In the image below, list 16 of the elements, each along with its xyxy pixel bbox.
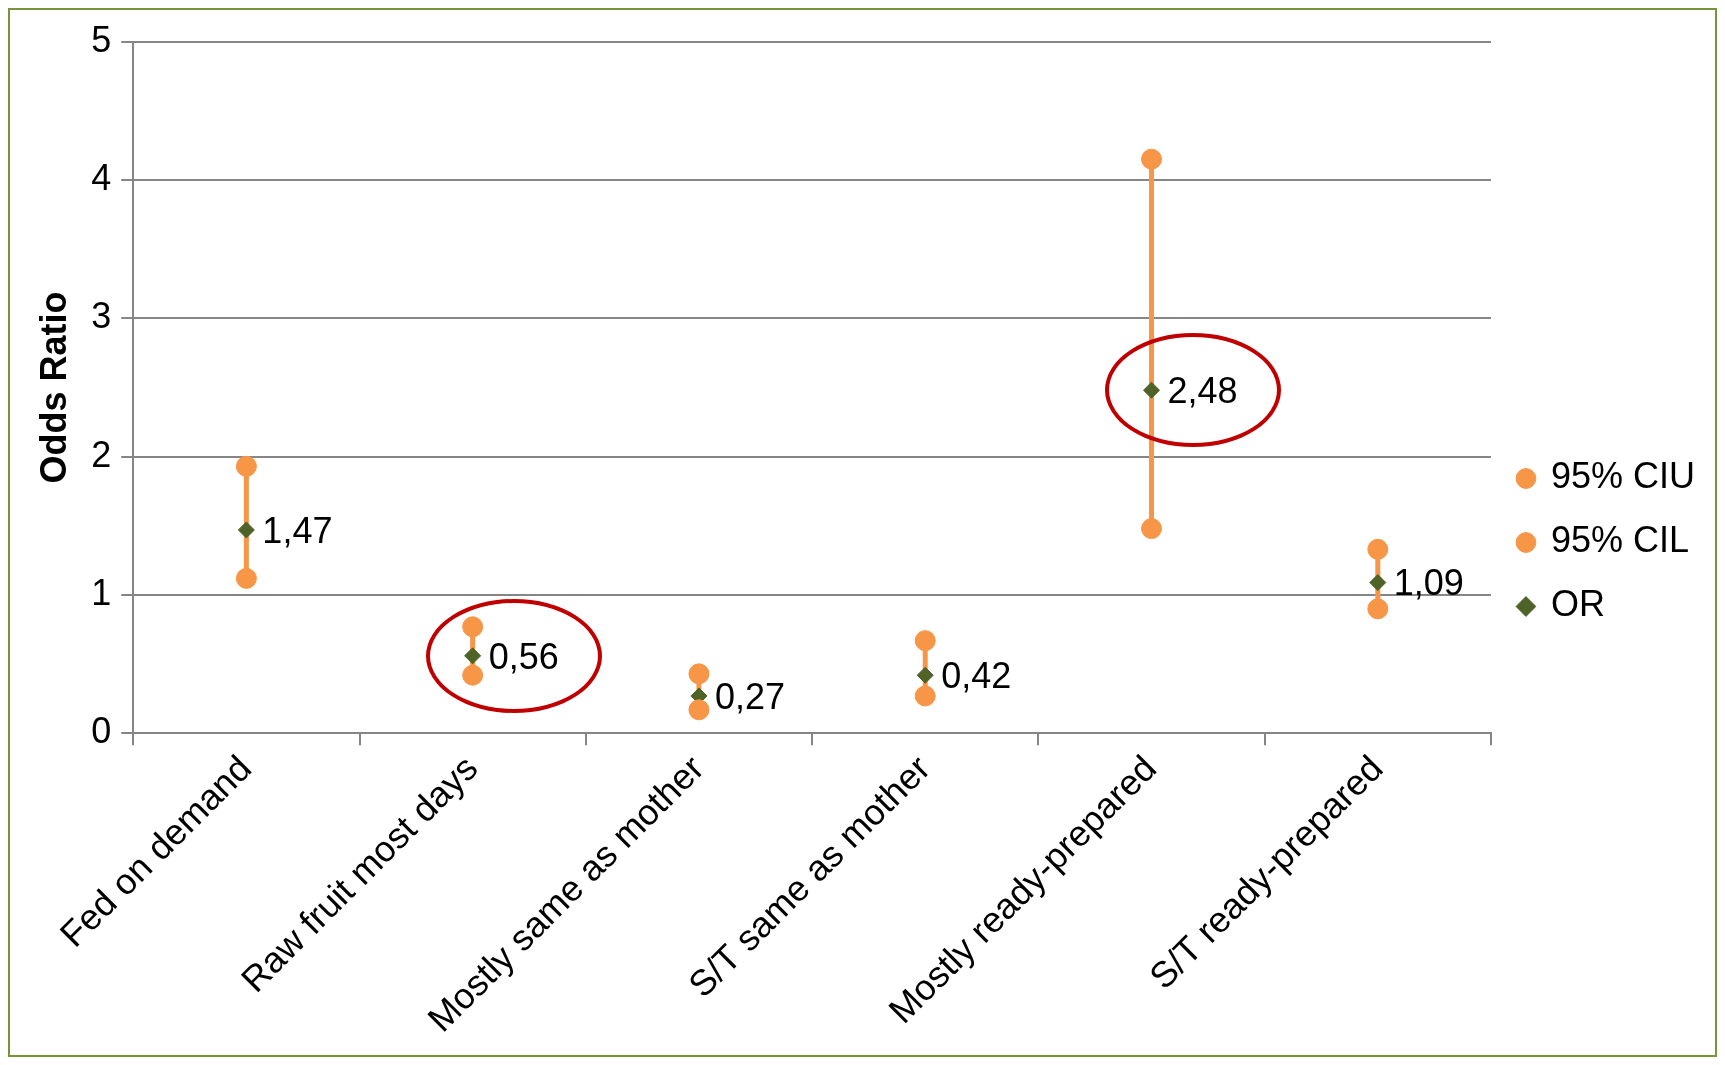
data-label: 0,27 bbox=[714, 675, 786, 717]
y-axis-title: Odds Ratio bbox=[32, 291, 74, 484]
data-label: 2,48 bbox=[1167, 370, 1238, 412]
legend-label: 95% CIU bbox=[1550, 455, 1696, 497]
y-tick-label: 1 bbox=[91, 571, 112, 613]
legend-label: 95% CIL bbox=[1550, 519, 1690, 561]
data-label: 1,09 bbox=[1393, 562, 1464, 604]
data-label: 0,56 bbox=[488, 635, 559, 677]
y-tick-label: 3 bbox=[91, 295, 112, 337]
y-tick-label: 2 bbox=[91, 433, 112, 475]
y-tick-label: 5 bbox=[91, 18, 112, 60]
data-label: 0,42 bbox=[941, 655, 1012, 697]
legend-label: OR bbox=[1550, 583, 1605, 625]
y-tick-label: 0 bbox=[91, 710, 112, 752]
y-tick-label: 4 bbox=[91, 156, 112, 198]
data-label: 1,47 bbox=[262, 509, 333, 551]
